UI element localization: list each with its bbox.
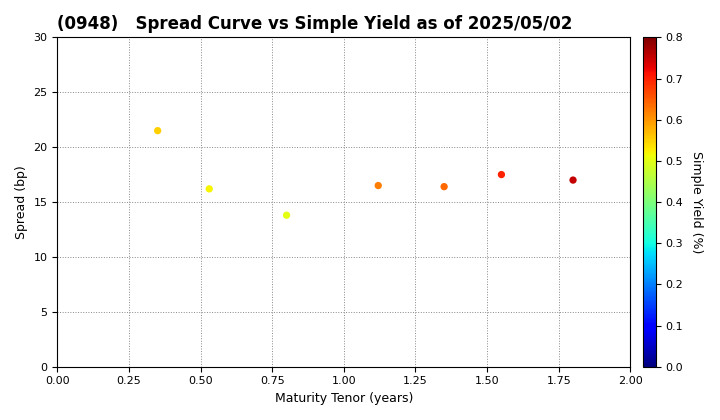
Point <box>281 212 292 218</box>
Point <box>372 182 384 189</box>
Point <box>152 127 163 134</box>
X-axis label: Maturity Tenor (years): Maturity Tenor (years) <box>274 392 413 405</box>
Y-axis label: Simple Yield (%): Simple Yield (%) <box>690 151 703 253</box>
Point <box>438 183 450 190</box>
Y-axis label: Spread (bp): Spread (bp) <box>15 165 28 239</box>
Text: (0948)   Spread Curve vs Simple Yield as of 2025/05/02: (0948) Spread Curve vs Simple Yield as o… <box>58 15 573 33</box>
Point <box>567 177 579 184</box>
Point <box>495 171 507 178</box>
Point <box>204 186 215 192</box>
